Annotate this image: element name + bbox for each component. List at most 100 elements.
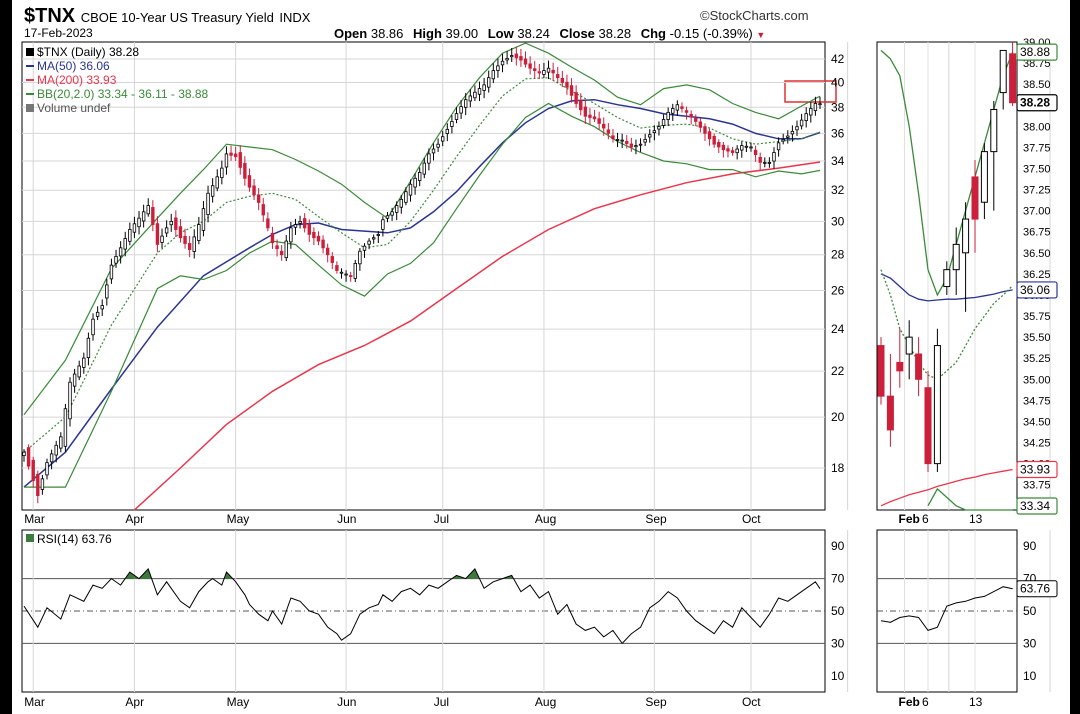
candle-body bbox=[192, 236, 196, 252]
symbol-description: CBOE 10-Year US Treasury Yield bbox=[80, 10, 274, 25]
zoom-rsi-polyline bbox=[880, 586, 1013, 631]
candle-body bbox=[390, 211, 394, 216]
stockcharts-logo: ©StockCharts.com bbox=[700, 8, 809, 23]
candle-body bbox=[86, 337, 91, 359]
rsi-overbought-fill bbox=[125, 568, 514, 579]
price-legend-swatch bbox=[26, 48, 34, 56]
rsi-legend-swatch bbox=[26, 534, 34, 542]
legend-ma200: MA(200) 33.93 bbox=[37, 73, 117, 87]
candle-body bbox=[551, 69, 555, 74]
candle-body bbox=[533, 68, 537, 71]
candle-body bbox=[680, 106, 684, 109]
zoom-y-tick-label: 37.25 bbox=[1023, 185, 1051, 197]
main-x-tick-label: Jun bbox=[337, 512, 356, 526]
candle-body bbox=[776, 142, 781, 151]
zoom-y-tick-label: 35.25 bbox=[1023, 353, 1051, 365]
candle-body bbox=[560, 77, 565, 83]
candle-body bbox=[698, 121, 703, 128]
main-x-tick-label: Jul bbox=[434, 512, 449, 526]
symbol-title: $TNX CBOE 10-Year US Treasury Yield INDX bbox=[24, 5, 311, 27]
candle-body bbox=[238, 152, 242, 168]
chart-page: $TNX CBOE 10-Year US Treasury Yield INDX… bbox=[12, 0, 1070, 714]
candle-body bbox=[123, 238, 127, 250]
candle-body bbox=[178, 226, 183, 239]
candle-body bbox=[528, 63, 532, 69]
low-label: Low bbox=[487, 26, 514, 41]
candle-body bbox=[473, 91, 477, 99]
candle-body bbox=[643, 139, 647, 143]
rsi-y-tick-label: 10 bbox=[831, 669, 845, 683]
rsi-x-tick-label: Oct bbox=[742, 695, 761, 709]
candle-body bbox=[689, 113, 693, 118]
zoom-y-tick-label: 38.75 bbox=[1023, 58, 1051, 70]
candle-body bbox=[431, 148, 436, 154]
candle-body bbox=[717, 141, 721, 148]
main-y-tick-label: 28 bbox=[831, 248, 845, 262]
candle-body bbox=[781, 139, 785, 142]
candle-body bbox=[684, 110, 689, 113]
candle-body bbox=[694, 117, 698, 122]
rsi-x-tick-label: Apr bbox=[125, 695, 144, 709]
chart-canvas: 18 20 22 24 26 28 30 32 34 36 38 40 42 Mar Apr May Jun J… bbox=[21, 37, 1058, 709]
candle-body bbox=[371, 237, 376, 240]
candle-body bbox=[620, 139, 624, 142]
candle-body bbox=[652, 130, 657, 133]
candle-body bbox=[712, 135, 716, 145]
legend-ma50: MA(50) 36.06 bbox=[37, 59, 110, 73]
zoom-candle-body bbox=[924, 387, 932, 465]
main-x-ticks: Mar Apr May Jun Jul Aug Sep Oct bbox=[24, 512, 761, 526]
candle-body bbox=[45, 462, 49, 476]
candle-body bbox=[597, 118, 601, 124]
candle-body bbox=[753, 149, 758, 156]
zoom-value-text: 38.28 bbox=[1020, 96, 1050, 110]
rsi-x-tick-label: Mar bbox=[24, 695, 45, 709]
candle-body bbox=[169, 220, 173, 226]
candle-body bbox=[408, 183, 413, 196]
main-y-tick-label: 32 bbox=[831, 183, 845, 197]
main-y-ticks: 18 20 22 24 26 28 30 32 34 36 38 40 42 bbox=[831, 52, 845, 475]
zoom-x-tick-label: 6 bbox=[922, 512, 929, 526]
main-y-tick-label: 26 bbox=[831, 283, 845, 297]
candle-body bbox=[321, 239, 325, 249]
candle-body bbox=[233, 153, 238, 158]
main-x-tick-label: Mar bbox=[24, 512, 45, 526]
rsi-line bbox=[23, 567, 821, 645]
main-y-tick-label: 40 bbox=[831, 75, 845, 89]
zoom-value-tag bbox=[1016, 460, 1058, 479]
ma50-line bbox=[23, 98, 821, 488]
zoom-value-text: 33.34 bbox=[1020, 499, 1050, 513]
zoom-value-labels: 38.88 38.28 36.06 33.93 33.34 bbox=[1016, 43, 1058, 515]
main-y-tick-label: 36 bbox=[831, 126, 845, 140]
legend-volume-swatch bbox=[26, 104, 34, 112]
candle-body bbox=[100, 305, 104, 310]
candle-body bbox=[279, 250, 284, 256]
candle-body bbox=[114, 256, 118, 264]
candle-body bbox=[40, 478, 45, 490]
low-value: 38.24 bbox=[517, 26, 550, 41]
rsi-x-tick-label: May bbox=[227, 695, 250, 709]
zoom-y-tick-label: 36.75 bbox=[1023, 227, 1051, 239]
zoom-bb-lower-line bbox=[927, 487, 1013, 511]
candle-body bbox=[118, 247, 123, 257]
candle-body bbox=[707, 131, 712, 140]
candle-body bbox=[464, 99, 468, 108]
legend-volume: Volume undef bbox=[37, 101, 111, 115]
rsi-y-tick-label: 90 bbox=[831, 539, 845, 553]
zoom-y-tick-label: 34.25 bbox=[1023, 438, 1051, 450]
candle-body bbox=[137, 217, 141, 228]
candle-body bbox=[450, 121, 454, 127]
candle-body bbox=[804, 113, 808, 121]
zoom-rsi-x-tick-label: 13 bbox=[969, 695, 983, 709]
candle-body bbox=[293, 224, 298, 228]
zoom-candle-body bbox=[933, 345, 941, 465]
rsi-overbought-area bbox=[125, 572, 139, 579]
candle-body bbox=[772, 152, 776, 162]
zoom-value-tag bbox=[1016, 281, 1058, 299]
candle-body bbox=[468, 95, 473, 102]
main-x-tick-label: Sep bbox=[645, 512, 667, 526]
candle-body bbox=[141, 211, 146, 222]
zoom-y-tick-label: 36.50 bbox=[1023, 248, 1051, 260]
candle-body bbox=[763, 161, 767, 164]
candle-body bbox=[477, 88, 482, 95]
zoom-y-tick-label: 36.25 bbox=[1023, 269, 1051, 281]
